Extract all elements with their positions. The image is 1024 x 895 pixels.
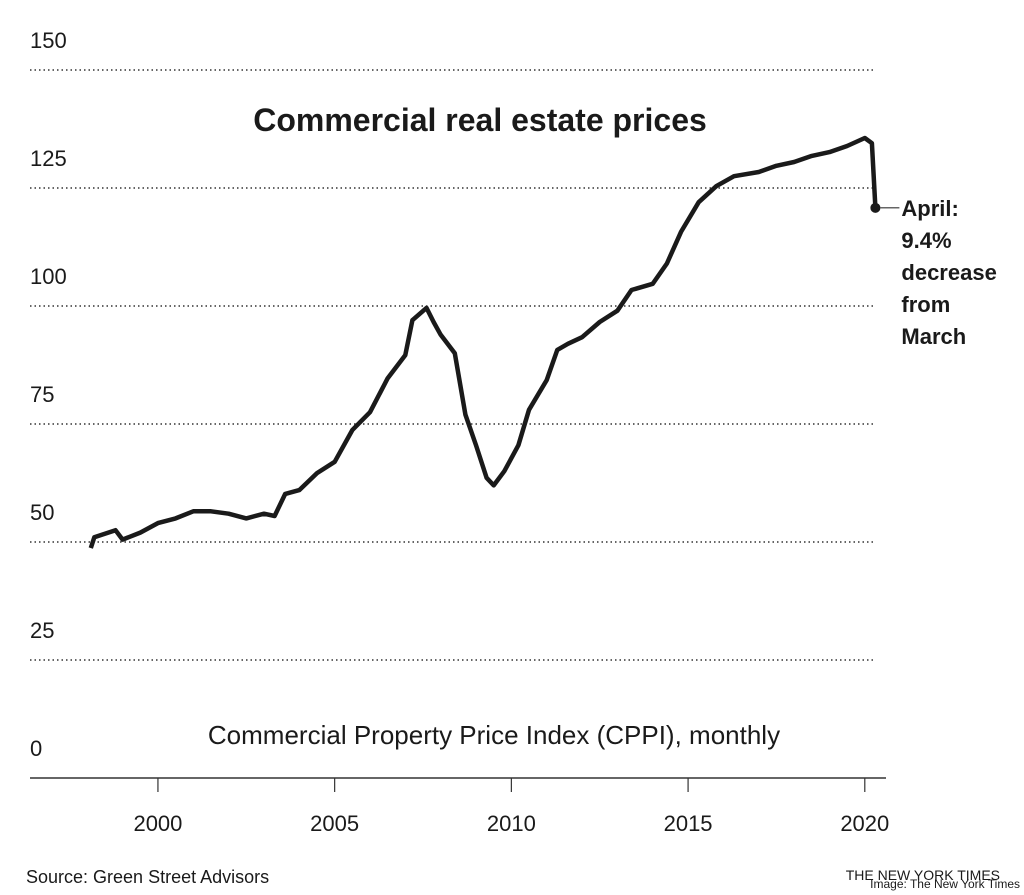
annotation: decrease	[901, 260, 996, 285]
y-tick-label: 125	[30, 146, 67, 171]
y-axis-label: Commercial Property Price Index (CPPI), …	[208, 720, 780, 750]
source: Source: Green Street Advisors	[26, 867, 269, 887]
y-tick-label: 0	[30, 736, 42, 761]
y-tick-label: 100	[30, 264, 67, 289]
annotation: April:	[901, 196, 958, 221]
x-tick-label: 2015	[664, 811, 713, 836]
credit: THE NEW YORK TIMES	[846, 867, 1000, 883]
end-point	[870, 202, 881, 213]
x-tick-label: 2010	[487, 811, 536, 836]
annotation: March	[901, 324, 966, 349]
y-tick-label: 75	[30, 382, 54, 407]
y-tick-label: 50	[30, 500, 54, 525]
x-tick-label: 2000	[133, 811, 182, 836]
data-line	[88, 135, 878, 549]
image-credit: Image: The New York Times	[870, 877, 1020, 891]
x-tick-label: 2005	[310, 811, 359, 836]
x-tick-label: 2020	[840, 811, 889, 836]
y-tick-label: 150	[30, 28, 67, 53]
annotation: 9.4%	[901, 228, 951, 253]
y-tick-label: 25	[30, 618, 54, 643]
chart-title: Commercial real estate prices	[253, 102, 707, 138]
annotation: from	[901, 292, 950, 317]
